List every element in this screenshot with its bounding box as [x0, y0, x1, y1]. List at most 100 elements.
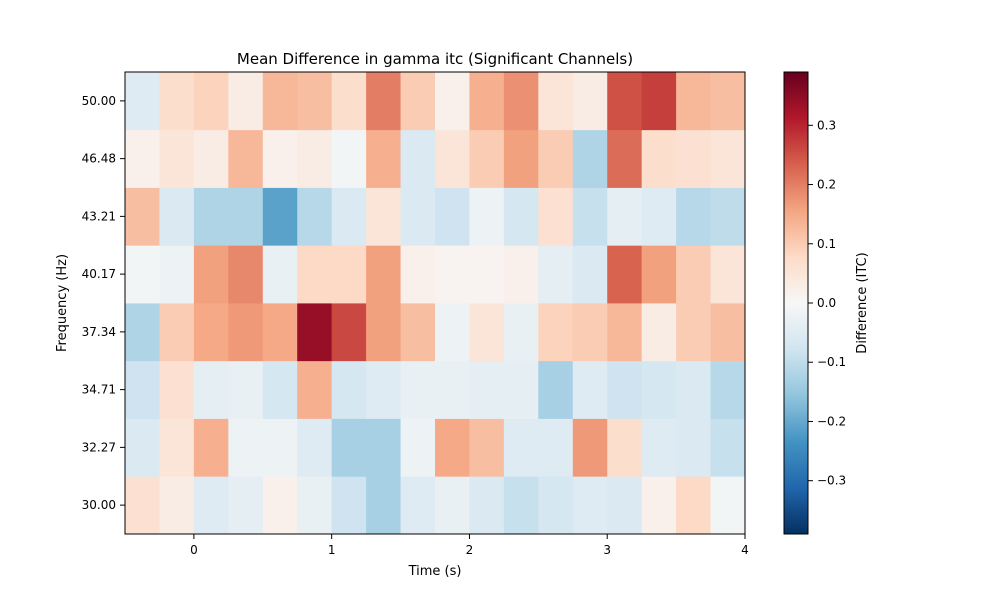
heatmap-cell: [503, 129, 539, 188]
y-tick-label: 34.71: [82, 383, 116, 397]
heatmap-cell: [159, 418, 195, 477]
heatmap-cell: [331, 245, 367, 304]
heatmap-cell: [435, 303, 470, 362]
heatmap-cell: [366, 303, 401, 362]
heatmap-cell: [193, 245, 229, 304]
heatmap-cell: [159, 245, 195, 304]
heatmap-cell: [193, 418, 229, 477]
heatmap-cell: [366, 476, 401, 535]
heatmap-cell: [228, 476, 264, 535]
heatmap-cell: [469, 303, 505, 362]
heatmap-cell: [297, 476, 333, 535]
heatmap-cell: [572, 476, 608, 535]
heatmap-cell: [538, 418, 574, 477]
heatmap-cell: [297, 187, 333, 246]
heatmap-cell: [503, 187, 539, 246]
heatmap-cell: [538, 72, 574, 131]
heatmap-cell: [469, 245, 505, 304]
heatmap-cell: [676, 303, 711, 362]
heatmap-cell: [400, 303, 436, 362]
heatmap-cell: [641, 360, 677, 419]
heatmap-cell: [159, 72, 195, 131]
heatmap-cell: [710, 476, 746, 535]
heatmap-cell: [676, 72, 711, 131]
x-tick-label: 1: [328, 543, 336, 557]
chart-title: Mean Difference in gamma itc (Significan…: [237, 50, 633, 68]
x-axis: 0 1 2 3 4: [190, 534, 749, 557]
heatmap-cell: [538, 360, 574, 419]
heatmap-cell: [469, 187, 505, 246]
heatmap-cell: [607, 245, 643, 304]
heatmap-cell: [366, 360, 401, 419]
heatmap-cell: [331, 303, 367, 362]
heatmap-cell: [125, 72, 160, 131]
heatmap-cell: [297, 418, 333, 477]
heatmap-cell: [228, 129, 264, 188]
y-tick-label: 32.27: [82, 440, 116, 454]
heatmap-cell: [607, 187, 643, 246]
heatmap-cell: [572, 360, 608, 419]
heatmap-cell: [710, 129, 746, 188]
heatmap-cell: [331, 187, 367, 246]
x-axis-label: Time (s): [408, 564, 462, 579]
heatmap-cell: [676, 360, 711, 419]
heatmap-cell: [262, 187, 298, 246]
heatmap-cell: [400, 245, 436, 304]
heatmap-cell: [297, 129, 333, 188]
heatmap-cell: [538, 245, 574, 304]
heatmap-cell: [125, 187, 160, 246]
heatmap-cell: [641, 187, 677, 246]
heatmap-cell: [572, 418, 608, 477]
heatmap-cell: [331, 129, 367, 188]
colorbar-axis: −0.3 −0.2 −0.1 0.0 0.1 0.2 0.3: [808, 118, 846, 488]
y-tick-label: 30.00: [82, 498, 116, 512]
heatmap-cell: [641, 245, 677, 304]
heatmap-cell: [538, 303, 574, 362]
heatmap-cell: [193, 72, 229, 131]
colorbar-tick-label: 0.2: [817, 178, 836, 192]
heatmap-cell: [676, 245, 711, 304]
heatmap-cell: [435, 245, 470, 304]
heatmap-cell: [262, 418, 298, 477]
heatmap-cell: [125, 245, 160, 304]
y-axis-label: Frequency (Hz): [55, 254, 70, 352]
y-axis: 30.00 32.27 34.71 37.34 40.17 43.21 46.48 50.00: [82, 94, 125, 512]
heatmap-cell: [572, 129, 608, 188]
heatmap-cell: [331, 72, 367, 131]
heatmap-cell: [607, 303, 643, 362]
x-tick-label: 0: [190, 543, 198, 557]
heatmap-cell: [469, 418, 505, 477]
heatmap-cell: [366, 418, 401, 477]
heatmap-cell: [366, 187, 401, 246]
heatmap-cell: [676, 476, 711, 535]
heatmap-cell: [572, 303, 608, 362]
heatmap-cell: [710, 418, 746, 477]
x-tick-label: 4: [741, 543, 749, 557]
heatmap-cell: [262, 72, 298, 131]
heatmap-cell: [366, 129, 401, 188]
heatmap-cell: [641, 476, 677, 535]
heatmap-cell: [262, 245, 298, 304]
heatmap-cell: [641, 129, 677, 188]
heatmap-cell: [435, 187, 470, 246]
heatmap-cell: [469, 476, 505, 535]
y-tick-label: 46.48: [82, 152, 116, 166]
heatmap-cell: [193, 360, 229, 419]
colorbar-tick-label: −0.3: [817, 474, 846, 488]
heatmap-cell: [710, 245, 746, 304]
heatmap-cell: [710, 72, 746, 131]
heatmap-cell: [297, 245, 333, 304]
heatmap-cell: [400, 72, 436, 131]
heatmap-cells: [125, 72, 746, 535]
heatmap-cell: [125, 476, 160, 535]
heatmap-cell: [193, 129, 229, 188]
heatmap-cell: [193, 187, 229, 246]
y-tick-label: 37.34: [82, 325, 116, 339]
colorbar-tick-label: −0.2: [817, 414, 846, 428]
heatmap-cell: [710, 360, 746, 419]
heatmap-cell: [228, 418, 264, 477]
y-tick-label: 43.21: [82, 209, 116, 223]
heatmap-cell: [125, 360, 160, 419]
heatmap-cell: [366, 72, 401, 131]
